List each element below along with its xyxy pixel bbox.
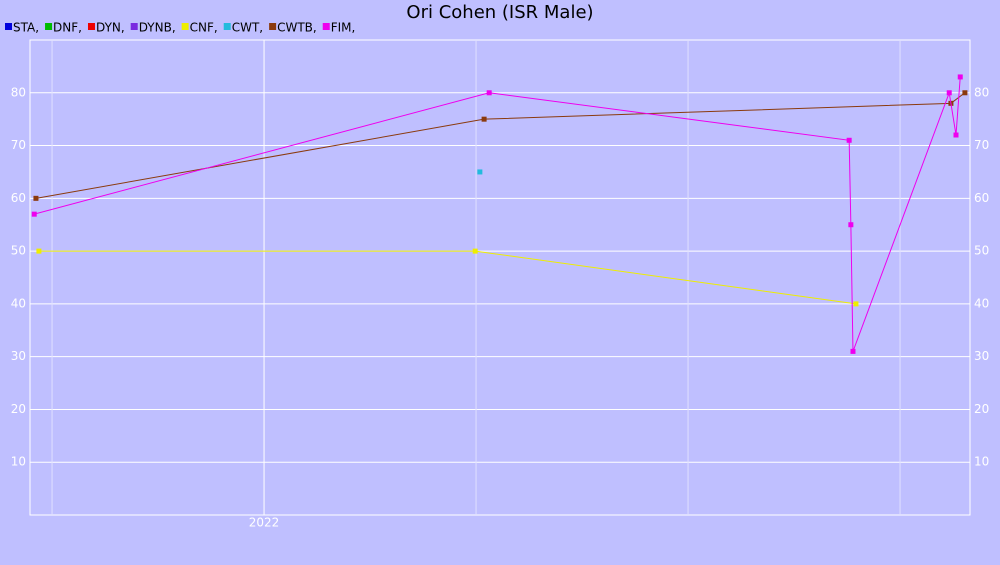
legend-label: CWTB,: [277, 21, 317, 35]
data-point: [946, 90, 952, 96]
data-point: [477, 169, 483, 175]
series-line: [35, 92, 966, 199]
data-point: [486, 90, 492, 96]
data-point: [957, 74, 963, 80]
legend-label: STA,: [13, 21, 39, 35]
data-point: [850, 348, 856, 354]
x-tick-label: 2022: [249, 516, 280, 530]
y-tick-label: 10: [11, 455, 26, 469]
legend-label: DYN,: [96, 21, 125, 35]
y2-tick-label: 10: [974, 455, 989, 469]
plot-area: [29, 39, 971, 516]
legend-swatch: [87, 23, 95, 30]
y-tick-label: 50: [11, 244, 26, 258]
y2-tick-label: 20: [974, 402, 989, 416]
y-tick-label: 70: [11, 138, 26, 152]
data-point: [36, 248, 42, 254]
y-tick-label: 60: [11, 191, 26, 205]
data-point: [846, 137, 852, 143]
legend-swatch: [5, 23, 12, 30]
legend-swatch: [181, 23, 189, 30]
y2-tick-label: 40: [974, 296, 989, 310]
y-tick-label: 20: [11, 402, 26, 416]
data-point: [31, 211, 37, 217]
legend-label: CNF,: [190, 21, 218, 35]
data-point: [472, 248, 478, 254]
legend-swatch: [130, 23, 138, 30]
series-line: [34, 76, 961, 352]
data-point: [33, 195, 39, 201]
y-tick-label: 30: [11, 349, 26, 363]
legend-swatch: [269, 23, 277, 30]
y-tick-label: 80: [11, 85, 26, 99]
legend-swatch: [45, 23, 53, 30]
data-point: [953, 132, 959, 138]
legend-label: DYNB,: [139, 21, 176, 35]
legend-label: DNF,: [53, 21, 82, 35]
y2-tick-label: 30: [974, 349, 989, 363]
legend-swatch: [322, 23, 330, 30]
y2-tick-label: 50: [974, 244, 989, 258]
legend-label: FIM,: [331, 21, 356, 35]
y-tick-label: 40: [11, 296, 26, 310]
y2-tick-label: 70: [974, 138, 989, 152]
y2-tick-label: 60: [974, 191, 989, 205]
legend-swatch: [223, 23, 231, 30]
data-point: [853, 301, 859, 307]
y2-tick-label: 80: [974, 85, 989, 99]
legend-label: CWT,: [232, 21, 263, 35]
chart-title: Ori Cohen (ISR Male): [406, 2, 593, 23]
data-point: [848, 222, 854, 228]
data-point: [962, 90, 968, 96]
data-point: [481, 116, 487, 122]
